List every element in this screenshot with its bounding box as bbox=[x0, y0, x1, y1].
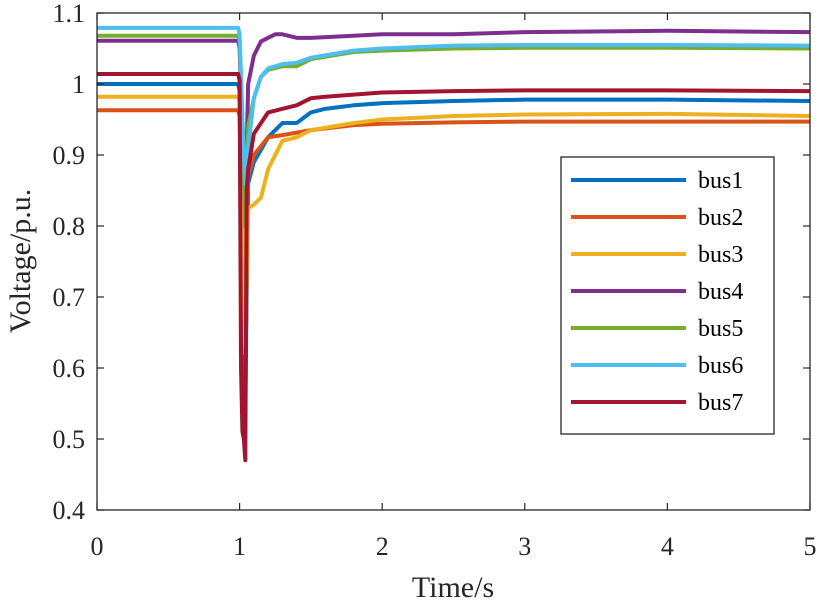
series-line-bus6 bbox=[97, 25, 811, 186]
y-tick-label: 0.5 bbox=[53, 425, 86, 454]
legend-box bbox=[560, 156, 775, 435]
y-tick-label: 0.6 bbox=[53, 354, 86, 383]
x-tick-label: 5 bbox=[804, 532, 817, 561]
legend-label-bus2: bus2 bbox=[698, 205, 743, 231]
legend-label-bus4: bus4 bbox=[698, 279, 743, 305]
x-tick-label: 0 bbox=[91, 532, 104, 561]
series-layer bbox=[97, 25, 811, 463]
tick-layer: 0 1 2 3 4 5 0.4 0.5 0.6 0.7 0.8 0.9 1 1.1 bbox=[53, 0, 817, 561]
x-tick-label: 1 bbox=[233, 532, 246, 561]
y-tick-label: 0.8 bbox=[53, 212, 86, 241]
y-tick-label: 0.7 bbox=[53, 283, 86, 312]
plot-frame bbox=[96, 12, 811, 511]
series-line-bus7 bbox=[97, 72, 811, 463]
x-tick-label: 3 bbox=[518, 532, 531, 561]
x-axis-label: Time/s bbox=[412, 571, 494, 604]
legend-label-bus7: bus7 bbox=[698, 390, 743, 416]
y-tick-label: 0.9 bbox=[53, 141, 86, 170]
x-tick-label: 2 bbox=[376, 532, 389, 561]
legend-label-bus6: bus6 bbox=[698, 353, 743, 379]
y-tick-label: 1.1 bbox=[53, 0, 86, 28]
x-tick-label: 4 bbox=[661, 532, 674, 561]
y-tick-label: 0.4 bbox=[53, 496, 86, 525]
legend-label-bus3: bus3 bbox=[698, 242, 743, 268]
legend-label-bus1: bus1 bbox=[698, 168, 743, 194]
y-tick-label: 1 bbox=[72, 70, 85, 99]
y-axis-label: Voltage/p.u. bbox=[4, 189, 37, 333]
legend: bus1 bus2 bus3 bus4 bus5 bus6 bus7 bbox=[560, 156, 775, 435]
legend-label-bus5: bus5 bbox=[698, 316, 743, 342]
